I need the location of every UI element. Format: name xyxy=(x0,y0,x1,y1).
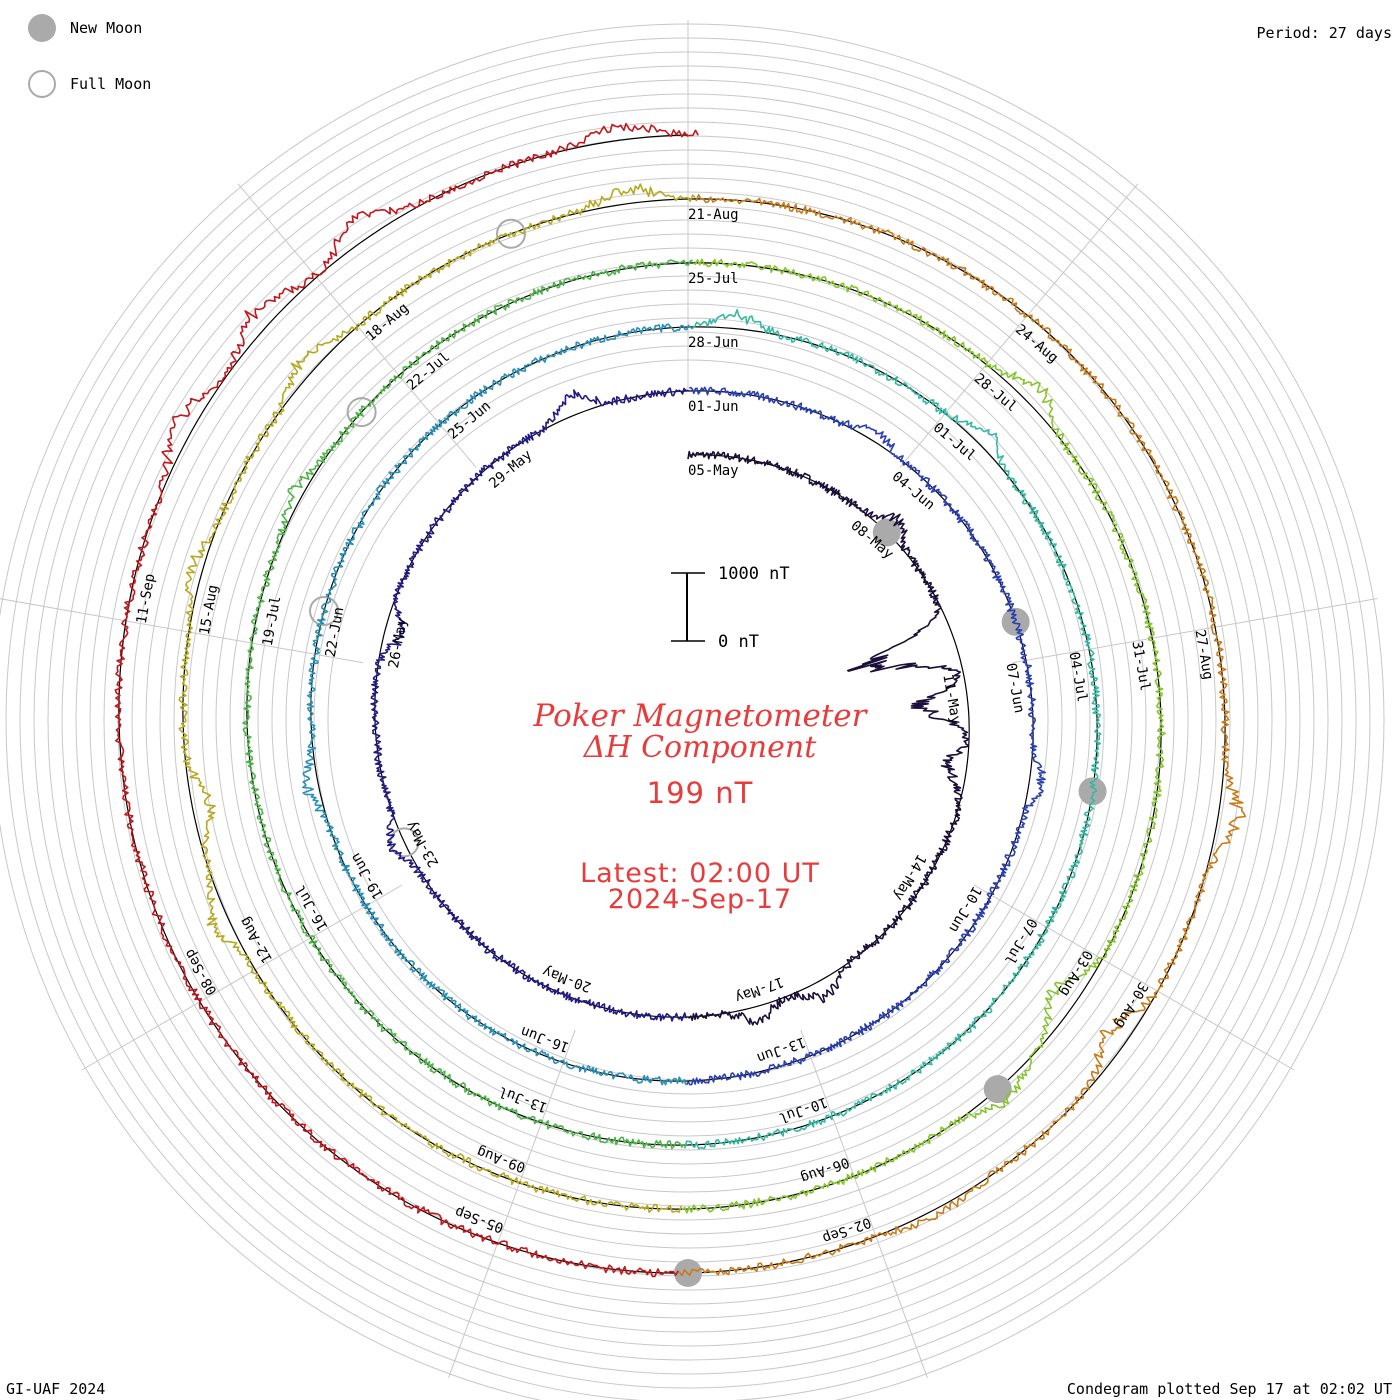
date-tick-label: 05-Sep xyxy=(453,1203,506,1235)
grid-spoke xyxy=(0,598,364,664)
magnetometer-trace xyxy=(178,183,696,1213)
new-moon-marker xyxy=(1078,777,1107,806)
latest-date: 2024-Sep-17 xyxy=(607,884,793,915)
scale-bar: 1000 nT 0 nT xyxy=(671,564,790,652)
full-moon-marker xyxy=(346,397,377,428)
date-tick-label: 05-May xyxy=(688,463,739,479)
magnetometer-trace xyxy=(685,386,1046,1086)
legend-new-moon-label: New Moon xyxy=(70,19,143,37)
footer-right: Condegram plotted Sep 17 at 02:02 UT xyxy=(1066,1380,1392,1398)
grid-spoke xyxy=(899,183,1139,468)
magnetometer-trace xyxy=(114,122,699,1278)
legend-new-moon: New Moon xyxy=(28,14,142,42)
full-moon-marker xyxy=(496,218,527,249)
magnetometer-trace xyxy=(302,323,691,1086)
new-moon-icon xyxy=(28,14,56,42)
date-tick-label: 30-Aug xyxy=(1112,979,1151,1031)
date-tick-label: 22-Jul xyxy=(404,349,453,394)
date-tick-label: 28-Jun xyxy=(688,335,739,351)
date-tick-label: 22-Jun xyxy=(323,606,348,659)
scale-bar-top-label: 1000 nT xyxy=(718,564,790,584)
date-tick-label: 09-Aug xyxy=(475,1143,528,1175)
date-tick-label: 13-Jul xyxy=(497,1083,550,1115)
date-tick-label: 04-Jul xyxy=(1065,651,1090,704)
date-tick-label: 24-Aug xyxy=(1012,322,1061,367)
full-moon-marker xyxy=(308,596,339,627)
footer-left: GI-UAF 2024 xyxy=(6,1380,106,1398)
new-moon-marker xyxy=(983,1075,1012,1104)
date-tick-label: 26-May xyxy=(386,617,411,670)
date-tick-label: 13-Jun xyxy=(755,1033,808,1065)
grid-spoke xyxy=(800,1029,928,1378)
magnetometer-trace xyxy=(242,259,693,1150)
date-tick-label: 29-May xyxy=(486,447,535,492)
date-tick-label: 19-Jul xyxy=(260,595,285,648)
magnetometer-trace xyxy=(681,258,1166,1214)
date-tick-label: 03-Aug xyxy=(1056,947,1095,999)
current-value: 199 nT xyxy=(646,776,754,810)
grid-spoke xyxy=(1012,597,1378,664)
legend-full-moon: Full Moon xyxy=(28,70,151,98)
full-moon-icon xyxy=(28,70,56,98)
date-tick-label: 27-Aug xyxy=(1191,628,1216,681)
latest-time: Latest: 02:00 UT xyxy=(580,858,820,889)
date-tick-label: 11-Sep xyxy=(134,573,159,626)
chart-title-line2: ΔH Component xyxy=(583,730,817,765)
date-tick-label: 21-Aug xyxy=(688,207,739,223)
magnetometer-trace xyxy=(687,450,970,1026)
magnetometer-trace xyxy=(683,308,1102,1150)
moon-layer xyxy=(308,218,1107,1287)
date-tick-label: 25-Jul xyxy=(688,271,739,287)
magnetometer-trace xyxy=(370,387,689,1022)
grid-spoke xyxy=(448,1029,576,1378)
grid-spoke xyxy=(81,884,403,1071)
chart-title-line1: Poker Magnetometer xyxy=(533,698,867,734)
date-tick-label: 04-Jun xyxy=(889,469,938,514)
new-moon-marker xyxy=(1001,607,1030,636)
date-tick-label: 15-Aug xyxy=(197,584,222,637)
date-tick-label: 25-Jun xyxy=(445,398,494,443)
period-label: Period: 27 days xyxy=(1256,24,1392,42)
legend-full-moon-label: Full Moon xyxy=(70,75,152,93)
trace-layer xyxy=(114,122,1247,1278)
scale-bar-bottom-label: 0 nT xyxy=(718,632,759,652)
date-tick-label: 31-Jul xyxy=(1128,640,1153,693)
magnetometer-trace xyxy=(678,194,1247,1277)
date-tick-label: 01-Jun xyxy=(688,399,739,415)
grid-spoke xyxy=(973,884,1295,1071)
